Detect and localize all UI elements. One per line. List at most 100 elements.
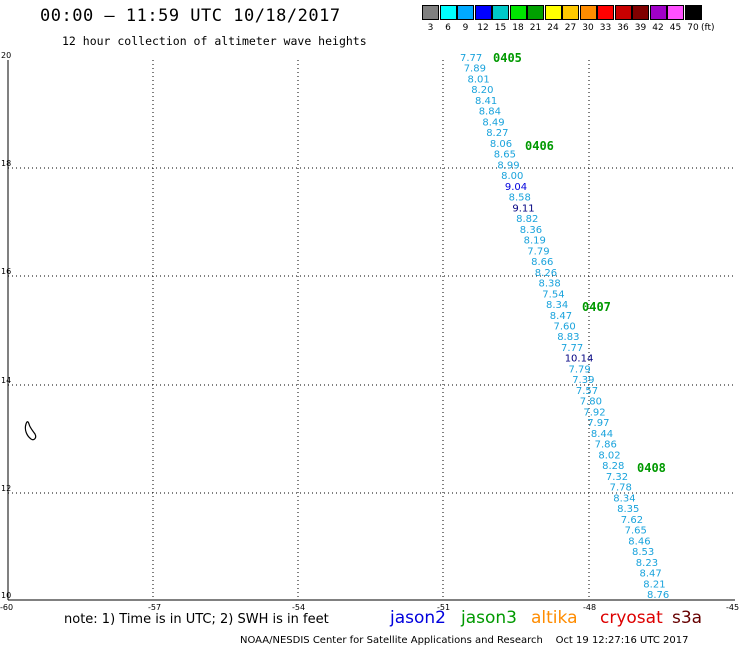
legend-label: 39 (634, 23, 647, 33)
wave-height-value: 8.23 (636, 558, 658, 569)
legend-swatch (684, 5, 702, 20)
wave-height-value: 9.04 (505, 182, 527, 193)
satellite-altika: altika (531, 608, 578, 628)
wave-height-value: 9.11 (512, 203, 534, 214)
wave-height-value: 7.54 (542, 289, 564, 300)
satellite-jason2: jason2 (390, 608, 446, 628)
wave-height-value: 8.46 (628, 536, 650, 547)
wave-height-value: 8.99 (497, 160, 519, 171)
legend-swatch (667, 5, 684, 20)
legend-label: 9 (462, 23, 469, 33)
satellite-s3a: s3a (672, 608, 703, 628)
lat-tick-label: 16 (1, 267, 11, 276)
wave-height-value: 7.80 (580, 397, 602, 408)
legend-label: 24 (547, 23, 559, 33)
wave-height-value: 8.00 (501, 171, 523, 182)
wave-height-value: 8.02 (598, 450, 620, 461)
credit-line: NOAA/NESDIS Center for Satellite Applica… (240, 635, 689, 646)
wave-height-value: 8.44 (591, 429, 613, 440)
wave-height-value: 8.47 (550, 311, 572, 322)
lat-tick-label: 10 (1, 591, 11, 600)
lat-tick-label: 18 (1, 159, 11, 168)
wave-height-value: 8.83 (557, 332, 579, 343)
wave-height-value: 8.21 (643, 579, 665, 590)
legend-swatch (439, 5, 457, 20)
lat-tick-label: 14 (1, 376, 11, 385)
wave-height-value: 10.14 (565, 354, 594, 365)
wave-height-value: 7.97 (587, 418, 609, 429)
satellite-cryosat: cryosat (600, 608, 663, 628)
legend-swatch (562, 5, 579, 20)
wave-height-value: 8.01 (468, 75, 490, 86)
legend-label: 70 (687, 23, 699, 33)
lon-tick-label: -45 (726, 603, 739, 612)
legend-swatch (457, 5, 474, 20)
legend-label: 12 (477, 23, 489, 33)
wave-height-value: 8.34 (613, 493, 635, 504)
wave-height-value: 8.38 (539, 279, 561, 290)
wave-height-value: 7.77 (561, 343, 583, 354)
legend-swatch (492, 5, 509, 20)
island-outline (24, 421, 37, 441)
legend-swatch (474, 5, 492, 20)
legend-swatch (544, 5, 562, 20)
legend-label: 6 (445, 23, 451, 33)
wave-height-value: 8.36 (520, 225, 542, 236)
wave-height-value: 7.65 (625, 526, 647, 537)
wave-height-value: 8.26 (535, 268, 557, 279)
wave-height-value: 8.06 (490, 139, 512, 150)
lon-tick-label: -48 (583, 603, 596, 612)
wave-height-value: 7.77 (460, 53, 482, 64)
wave-height-value: 8.82 (516, 214, 538, 225)
wave-height-value: 7.89 (464, 64, 486, 75)
wave-height-value: 8.34 (546, 300, 568, 311)
wave-height-value: 8.35 (617, 504, 639, 515)
wave-height-value: 8.28 (602, 461, 624, 472)
lat-tick-label: 20 (1, 51, 11, 60)
legend-label: 27 (564, 23, 577, 33)
lon-tick-label: -54 (292, 603, 305, 612)
legend-label: 33 (599, 23, 612, 33)
legend-swatch (422, 5, 439, 20)
lon-tick-label: -60 (0, 603, 13, 612)
wave-height-value: 8.49 (482, 117, 504, 128)
legend-swatch (614, 5, 632, 20)
map-title: 00:00 – 11:59 UTC 10/18/2017 (40, 6, 341, 26)
wave-height-value: 7.32 (606, 472, 628, 483)
legend-label: 42 (652, 23, 664, 33)
legend-label: 15 (494, 23, 507, 33)
legend-swatch (597, 5, 614, 20)
lat-tick-label: 12 (1, 484, 11, 493)
legend-label: 3 (427, 23, 434, 33)
wave-height-value: 8.76 (647, 590, 669, 601)
legend-swatch (649, 5, 667, 20)
wave-height-value: 7.79 (569, 365, 591, 376)
legend-label: 30 (582, 23, 594, 33)
pass-label: 0408 (637, 461, 666, 475)
wave-height-value: 8.58 (509, 193, 531, 204)
lon-tick-label: -57 (148, 603, 161, 612)
wave-height-value: 8.84 (479, 107, 501, 118)
wave-height-value: 8.41 (475, 96, 497, 107)
wave-height-value: 8.20 (471, 85, 493, 96)
lon-tick-label: -51 (437, 603, 450, 612)
map-subtitle: 12 hour collection of altimeter wave hei… (62, 34, 367, 48)
legend-label: 45 (669, 23, 682, 33)
wave-height-value: 7.79 (527, 246, 549, 257)
wave-height-value: 8.19 (524, 236, 546, 247)
pass-label: 0407 (582, 300, 611, 314)
pass-label: 0406 (525, 139, 554, 153)
legend-swatch (527, 5, 544, 20)
wave-height-value: 7.57 (576, 386, 598, 397)
wave-height-value: 7.60 (554, 322, 576, 333)
legend-label: 18 (512, 23, 524, 33)
wave-height-value: 8.47 (640, 569, 662, 580)
pass-label: 0405 (493, 51, 522, 65)
wave-height-value: 8.66 (531, 257, 553, 268)
wave-height-value: 7.86 (595, 440, 617, 451)
wave-height-value: 7.78 (610, 483, 632, 494)
wave-height-value: 7.62 (621, 515, 643, 526)
legend-swatch (632, 5, 649, 20)
legend-swatch (579, 5, 597, 20)
